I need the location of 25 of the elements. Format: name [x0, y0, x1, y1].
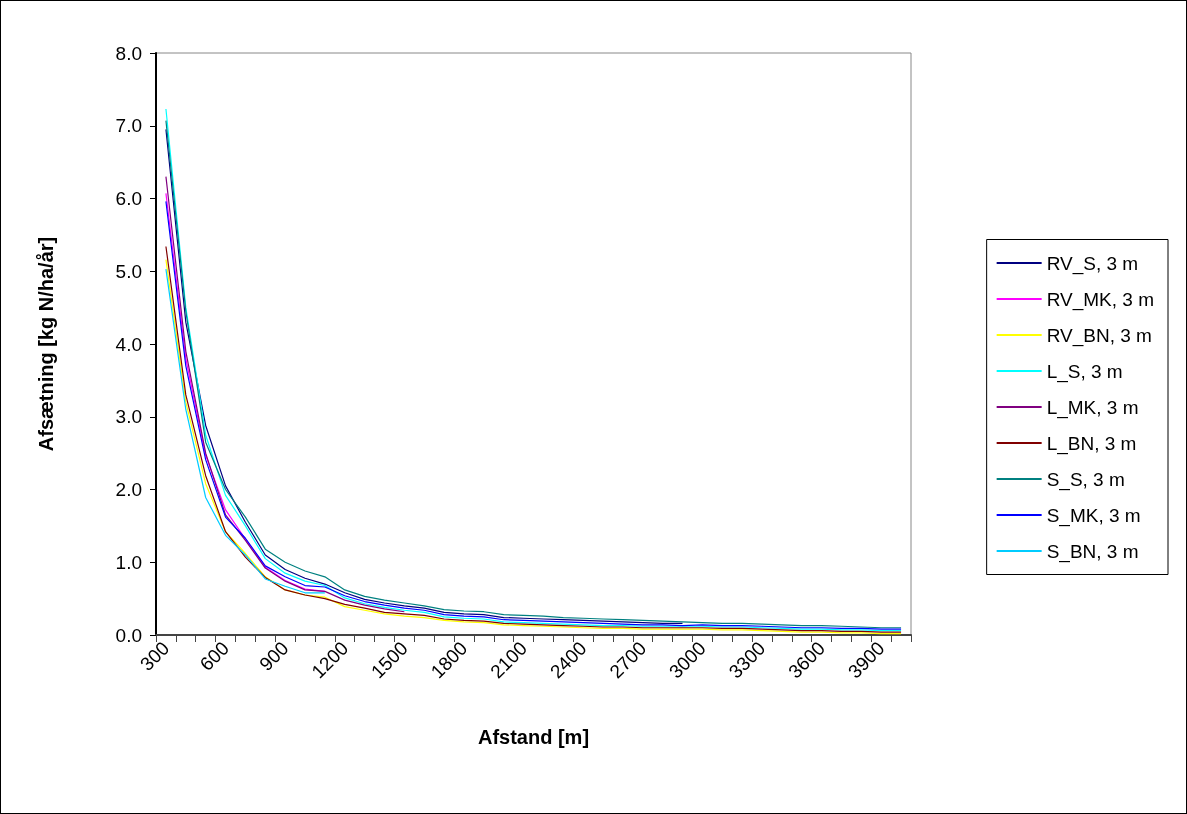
legend-label: L_S, 3 m: [1046, 360, 1123, 383]
legend-label: S_S, 3 m: [1046, 468, 1125, 491]
legend-label: RV_MK, 3 m: [1046, 288, 1155, 311]
y-tick-label: 2.0: [115, 479, 142, 500]
y-tick-label: 6.0: [115, 188, 142, 209]
legend-label: L_MK, 3 m: [1046, 396, 1139, 419]
y-tick-label: 7.0: [115, 115, 142, 137]
y-tick-label: 0.0: [115, 624, 142, 646]
y-tick-label: 4.0: [115, 333, 142, 355]
x-axis-title: Afstand [m]: [477, 726, 590, 748]
y-tick-label: 3.0: [115, 406, 142, 428]
legend-label: RV_S, 3 m: [1046, 252, 1139, 275]
y-axis-title: Afsætning [kg N/ha/år]: [35, 236, 57, 452]
legend-label: RV_BN, 3 m: [1046, 324, 1152, 347]
x-tick-label: 900: [255, 637, 293, 675]
x-tick-label: 600: [195, 637, 233, 675]
y-tick-label: 8.0: [115, 42, 142, 64]
y-tick-label: 1.0: [115, 551, 142, 573]
y-tick-label: 5.0: [115, 260, 142, 282]
legend-label: S_BN, 3 m: [1046, 540, 1139, 563]
line-series: [165, 128, 684, 624]
legend-label: L_BN, 3 m: [1046, 432, 1137, 455]
legend-label: S_MK, 3 m: [1046, 504, 1141, 527]
line-series: [165, 176, 405, 613]
line-series: [165, 268, 326, 594]
